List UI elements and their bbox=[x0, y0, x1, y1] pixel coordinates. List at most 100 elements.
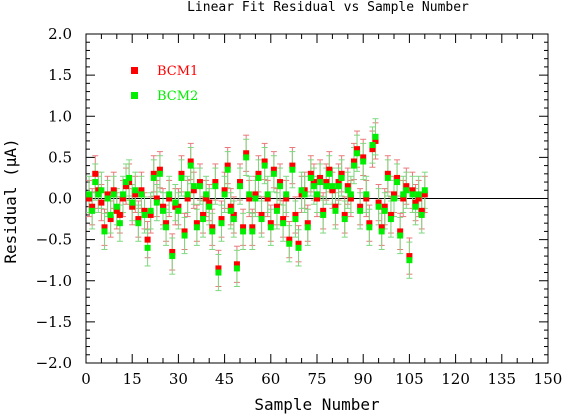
data-point bbox=[369, 142, 376, 149]
data-point bbox=[141, 207, 148, 214]
data-point bbox=[107, 216, 114, 223]
data-point bbox=[126, 174, 133, 181]
data-point bbox=[341, 216, 348, 223]
data-point bbox=[246, 195, 253, 202]
data-point bbox=[190, 183, 197, 190]
data-point bbox=[400, 195, 407, 202]
data-point bbox=[119, 191, 126, 198]
data-point bbox=[381, 207, 388, 214]
data-point bbox=[357, 203, 364, 210]
data-point bbox=[246, 191, 253, 198]
data-point bbox=[375, 199, 382, 206]
data-point bbox=[369, 146, 376, 153]
data-point bbox=[147, 211, 154, 218]
data-point bbox=[409, 191, 416, 198]
data-point bbox=[295, 244, 302, 251]
x-tick-label: 15 bbox=[123, 370, 142, 388]
data-point bbox=[421, 187, 428, 194]
data-point bbox=[354, 146, 361, 153]
data-point bbox=[326, 170, 333, 177]
data-point bbox=[132, 187, 139, 194]
data-point bbox=[406, 253, 413, 260]
data-point bbox=[344, 183, 351, 190]
data-point bbox=[129, 203, 136, 210]
x-tick-label: 105 bbox=[395, 370, 424, 388]
data-point bbox=[160, 203, 166, 210]
data-point bbox=[212, 183, 219, 190]
data-point bbox=[372, 137, 379, 144]
data-point bbox=[261, 158, 268, 165]
data-point bbox=[360, 158, 367, 165]
data-point bbox=[378, 224, 385, 231]
data-point bbox=[156, 166, 163, 173]
data-point bbox=[301, 187, 308, 194]
y-tick-label: 1.0 bbox=[48, 107, 72, 125]
y-tick-label: −1.5 bbox=[36, 313, 72, 331]
data-point bbox=[286, 240, 293, 247]
data-point bbox=[298, 191, 305, 198]
x-tick-label: 60 bbox=[261, 370, 280, 388]
data-point bbox=[329, 183, 336, 190]
data-point bbox=[110, 191, 117, 198]
data-point bbox=[166, 191, 173, 198]
y-tick-label: 1.5 bbox=[48, 66, 72, 84]
data-point bbox=[175, 203, 182, 210]
data-point bbox=[230, 211, 237, 218]
data-point bbox=[172, 199, 179, 206]
data-point bbox=[92, 170, 99, 177]
data-point bbox=[132, 191, 139, 198]
data-point bbox=[221, 191, 228, 198]
y-tick-label: −0.5 bbox=[36, 231, 72, 249]
legend-swatch-bcm1 bbox=[131, 67, 138, 74]
data-point bbox=[98, 187, 105, 194]
data-point bbox=[403, 183, 410, 190]
data-point bbox=[206, 203, 213, 210]
data-point bbox=[418, 207, 425, 214]
data-point bbox=[277, 183, 284, 190]
data-point bbox=[123, 179, 130, 186]
data-point bbox=[387, 216, 394, 223]
data-point bbox=[160, 207, 166, 214]
data-point bbox=[267, 224, 274, 231]
data-point bbox=[307, 174, 314, 181]
y-tick-label: 0.0 bbox=[48, 190, 72, 208]
data-point bbox=[366, 220, 373, 227]
data-point bbox=[218, 220, 225, 227]
data-point bbox=[397, 232, 404, 239]
data-point bbox=[224, 162, 231, 169]
data-point bbox=[181, 228, 188, 235]
data-point bbox=[206, 199, 213, 206]
data-point bbox=[196, 183, 203, 190]
data-point bbox=[391, 191, 397, 198]
data-point bbox=[252, 191, 259, 198]
data-point bbox=[292, 211, 299, 218]
data-point bbox=[104, 195, 111, 202]
data-point bbox=[372, 133, 379, 140]
data-point bbox=[332, 207, 339, 214]
data-point bbox=[283, 195, 290, 202]
data-point bbox=[215, 265, 222, 272]
data-point bbox=[95, 187, 102, 194]
data-point bbox=[95, 191, 102, 198]
x-tick-label: 75 bbox=[307, 370, 326, 388]
data-point bbox=[104, 191, 111, 198]
data-point bbox=[193, 224, 200, 231]
legend-label-bcm1: BCM1 bbox=[157, 64, 198, 79]
chart-title: Linear Fit Residual vs Sample Number bbox=[187, 0, 469, 15]
data-point bbox=[375, 203, 382, 210]
data-point bbox=[156, 170, 163, 177]
data-point bbox=[273, 207, 280, 214]
x-tick-label: 0 bbox=[81, 370, 91, 388]
data-points bbox=[86, 118, 428, 292]
data-point bbox=[178, 170, 185, 177]
data-point bbox=[86, 195, 93, 202]
legend-swatch-bcm2 bbox=[131, 92, 138, 99]
data-point bbox=[329, 187, 336, 194]
data-point bbox=[178, 174, 185, 181]
data-point bbox=[261, 162, 268, 169]
data-point bbox=[184, 195, 191, 202]
data-point bbox=[187, 162, 194, 169]
data-point bbox=[394, 179, 401, 186]
data-point bbox=[169, 253, 176, 260]
data-point bbox=[184, 191, 191, 198]
